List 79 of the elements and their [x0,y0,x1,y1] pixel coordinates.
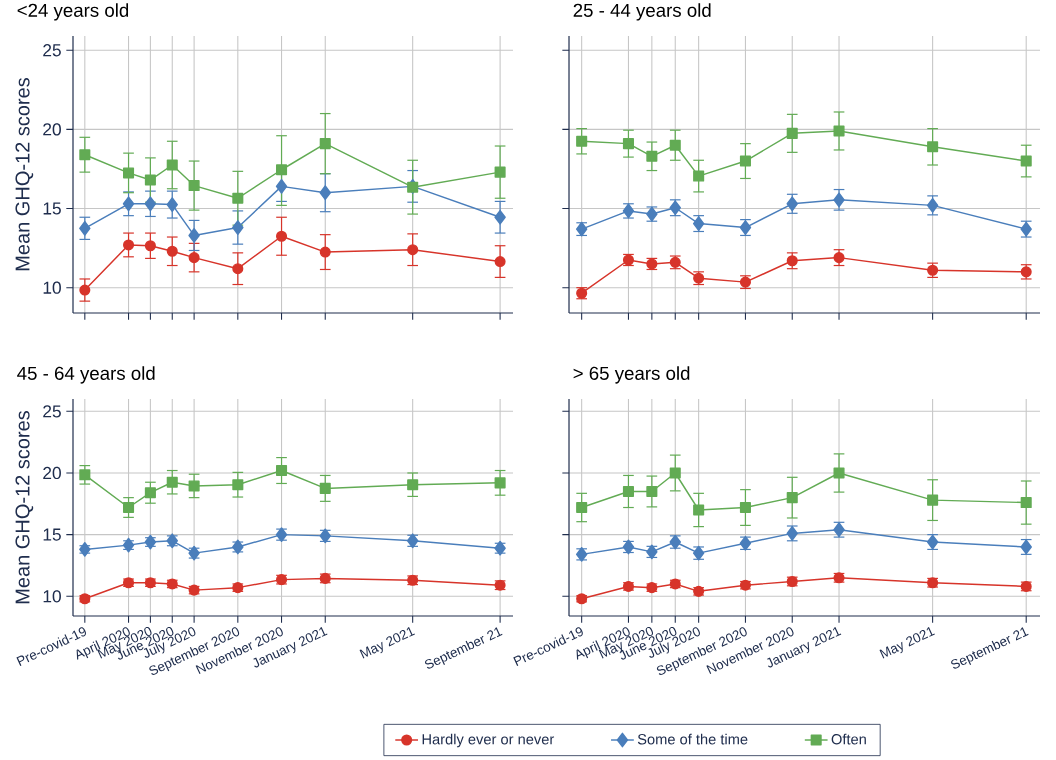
y-axis-title: Mean GHQ-12 scores [15,411,34,604]
point [166,245,178,257]
point [739,155,751,167]
point [144,240,156,252]
y-axis-title: Mean GHQ-12 scores [15,78,34,271]
y-tick-label: 25 [43,405,61,418]
legend-label: Hardly ever or never [422,733,555,748]
point [494,209,506,225]
point [407,479,419,491]
point [319,138,331,150]
y-tick-label: 20 [43,123,61,136]
point [232,479,244,491]
point [79,284,91,296]
point [1020,155,1032,167]
point [232,220,244,235]
y-tick-label: 25 [43,44,61,57]
point [188,252,200,264]
point [494,256,506,268]
point [833,125,845,137]
point [669,467,681,479]
legend-label: Some of the time [637,733,748,745]
point [833,467,845,479]
point [576,501,588,514]
point [646,150,658,162]
point [576,135,588,147]
point [319,246,331,258]
chart-title: > 65 years old [573,366,690,384]
point [319,185,331,201]
point [646,485,658,498]
point [79,542,91,557]
y-tick-label: 20 [43,466,61,480]
point [232,263,244,275]
point [494,166,506,178]
point [123,167,135,179]
point [494,477,506,489]
point [122,196,135,212]
point [79,220,91,236]
y-tick-label: 10 [43,590,61,603]
x-tick-label: May 2021 [359,627,415,659]
point [79,469,91,481]
y-tick-label: 15 [43,528,61,541]
point [622,485,634,498]
point [123,501,135,514]
point [232,192,244,204]
point [927,141,939,153]
point [786,127,798,139]
point [276,164,288,176]
point [144,174,156,186]
chart-title: <24 years old [17,3,129,21]
legend-label: Often [831,733,866,745]
chart-title: 45 - 64 years old [17,366,155,384]
point [79,149,91,161]
point [319,482,331,494]
point [275,178,288,194]
point [276,464,288,477]
point [622,138,634,150]
point [693,504,705,516]
point [276,230,288,242]
point [786,492,798,504]
point [693,170,705,182]
x-tick-label: May 2021 [879,627,935,659]
point [166,159,178,171]
point [833,192,845,208]
point [1020,497,1032,509]
point [188,180,200,192]
point [188,480,200,492]
point [166,197,178,212]
point [407,244,419,256]
point [669,139,681,151]
point [188,228,200,243]
point [144,487,156,499]
point [166,476,178,488]
point [144,196,157,212]
point [739,501,751,514]
point [123,239,135,251]
y-tick-label: 10 [43,281,61,294]
chart-title: 25 - 44 years old [573,3,711,21]
point [927,494,939,506]
y-tick-label: 15 [43,202,61,215]
